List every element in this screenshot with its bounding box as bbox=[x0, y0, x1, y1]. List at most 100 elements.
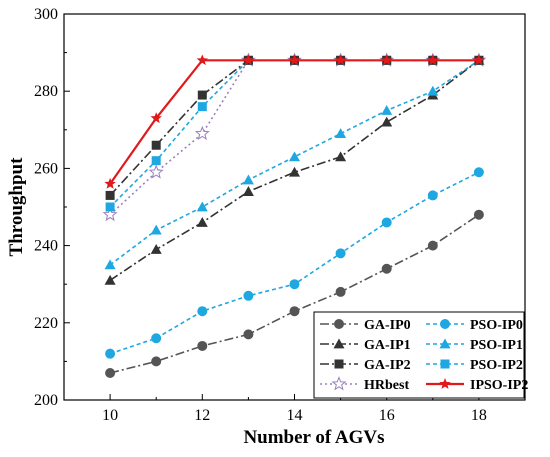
y-tick-label: 220 bbox=[34, 315, 58, 332]
data-point-ga-ip2 bbox=[151, 140, 161, 150]
y-tick-label: 240 bbox=[34, 238, 58, 255]
data-point-ga-ip2 bbox=[197, 90, 207, 100]
data-point-ga-ip1 bbox=[242, 186, 254, 196]
data-point-pso-ip2 bbox=[197, 102, 207, 112]
data-point-ga-ip0 bbox=[197, 340, 208, 351]
legend-label-pso-ip2: PSO-IP2 bbox=[470, 358, 523, 373]
legend-marker-ga-ip2 bbox=[334, 359, 344, 369]
legend-marker-pso-ip1 bbox=[439, 338, 451, 349]
legend-item-ipso-ip2: IPSO-IP2 bbox=[426, 378, 528, 393]
legend-item-pso-ip1: PSO-IP1 bbox=[426, 338, 523, 353]
data-point-ipso-ip2 bbox=[288, 54, 301, 66]
data-point-pso-ip0 bbox=[427, 190, 438, 201]
legend-item-ga-ip0: GA-IP0 bbox=[320, 318, 411, 333]
y-tick-label: 280 bbox=[34, 83, 58, 100]
legend-item-ga-ip1: GA-IP1 bbox=[320, 338, 411, 353]
x-axis-title: Number of AGVs bbox=[243, 427, 384, 448]
series-line-pso-ip1 bbox=[109, 59, 480, 266]
legend-box bbox=[313, 311, 525, 399]
legend-label-ipso-ip2: IPSO-IP2 bbox=[470, 378, 528, 393]
legend-marker-ipso-ip2 bbox=[439, 378, 451, 389]
legend-marker-pso-ip0 bbox=[440, 319, 450, 329]
data-point-ga-ip1 bbox=[381, 116, 393, 127]
data-point-ga-ip0 bbox=[427, 240, 438, 251]
data-point-ga-ip1 bbox=[196, 216, 208, 227]
data-point-pso-ip1 bbox=[335, 128, 347, 139]
legend-label-pso-ip0: PSO-IP0 bbox=[470, 318, 523, 333]
data-point-pso-ip0 bbox=[473, 167, 484, 178]
data-point-pso-ip2 bbox=[105, 202, 115, 212]
legend-marker-ga-ip1 bbox=[333, 338, 345, 349]
legend-item-pso-ip0: PSO-IP0 bbox=[426, 318, 523, 333]
data-point-ga-ip0 bbox=[335, 286, 346, 297]
data-point-pso-ip1 bbox=[104, 259, 116, 270]
series-pso-ip2 bbox=[105, 55, 484, 212]
series-ipso-ip2 bbox=[104, 54, 485, 189]
data-point-pso-ip2 bbox=[151, 156, 161, 166]
data-point-ga-ip0 bbox=[243, 329, 254, 340]
legend-label-ga-ip0: GA-IP0 bbox=[364, 318, 411, 333]
data-point-pso-ip0 bbox=[105, 348, 116, 359]
legend-label-pso-ip1: PSO-IP1 bbox=[470, 338, 523, 353]
data-point-ipso-ip2 bbox=[242, 54, 255, 66]
series-pso-ip1 bbox=[104, 54, 485, 270]
data-point-pso-ip0 bbox=[197, 306, 208, 317]
data-point-ipso-ip2 bbox=[334, 54, 347, 66]
x-tick-label: 10 bbox=[102, 407, 118, 424]
data-point-ga-ip1 bbox=[150, 243, 162, 254]
series-line-pso-ip2 bbox=[109, 59, 479, 208]
y-tick-label: 300 bbox=[34, 6, 58, 23]
data-point-pso-ip1 bbox=[196, 201, 208, 212]
data-point-ipso-ip2 bbox=[196, 54, 209, 66]
data-point-ga-ip0 bbox=[289, 306, 300, 317]
legend-label-hrbest: HRbest bbox=[364, 378, 409, 393]
y-tick-label: 200 bbox=[34, 392, 58, 409]
data-point-ga-ip0 bbox=[151, 356, 162, 367]
data-point-pso-ip0 bbox=[243, 290, 254, 301]
series-line-ga-ip1 bbox=[109, 59, 480, 282]
x-tick-label: 12 bbox=[194, 407, 210, 424]
data-point-pso-ip1 bbox=[427, 85, 439, 96]
data-point-ga-ip1 bbox=[289, 166, 300, 177]
data-point-ga-ip0 bbox=[381, 263, 392, 274]
legend-label-ga-ip1: GA-IP1 bbox=[364, 338, 411, 353]
legend-label-ga-ip2: GA-IP2 bbox=[364, 358, 411, 373]
legend-item-hrbest: HRbest bbox=[320, 376, 409, 393]
y-tick-label: 260 bbox=[34, 160, 58, 177]
data-point-ga-ip1 bbox=[335, 151, 347, 162]
data-point-ga-ip0 bbox=[105, 367, 116, 378]
series-line-ipso-ip2 bbox=[109, 59, 479, 185]
legend-item-pso-ip2: PSO-IP2 bbox=[426, 358, 523, 373]
data-point-pso-ip1 bbox=[381, 105, 393, 115]
data-point-ipso-ip2 bbox=[380, 54, 393, 66]
legend-marker-ga-ip0 bbox=[334, 319, 344, 329]
legend-item-ga-ip2: GA-IP2 bbox=[320, 358, 411, 373]
data-point-ipso-ip2 bbox=[104, 177, 116, 189]
y-axis-title: Throughput bbox=[6, 157, 27, 257]
data-point-pso-ip1 bbox=[150, 224, 162, 235]
data-point-ga-ip1 bbox=[104, 274, 116, 285]
legend-marker-pso-ip2 bbox=[440, 359, 450, 369]
data-point-pso-ip0 bbox=[335, 248, 346, 259]
data-point-ipso-ip2 bbox=[473, 54, 485, 66]
series-pso-ip0 bbox=[105, 167, 484, 359]
data-point-hrbest bbox=[102, 206, 118, 222]
data-point-pso-ip1 bbox=[289, 151, 300, 162]
series-ga-ip1 bbox=[104, 54, 485, 285]
data-point-ipso-ip2 bbox=[150, 112, 162, 124]
data-point-pso-ip0 bbox=[289, 279, 300, 290]
x-tick-label: 14 bbox=[287, 407, 303, 424]
series-ga-ip2 bbox=[105, 55, 484, 200]
data-point-ipso-ip2 bbox=[427, 54, 439, 66]
x-tick-label: 16 bbox=[379, 407, 395, 424]
data-point-ga-ip2 bbox=[105, 190, 115, 200]
series-ga-ip0 bbox=[105, 209, 484, 378]
data-point-ga-ip0 bbox=[473, 209, 484, 220]
series-line-hrbest bbox=[109, 59, 479, 216]
data-point-hrbest bbox=[148, 164, 164, 179]
x-tick-label: 18 bbox=[471, 407, 487, 424]
data-point-pso-ip0 bbox=[381, 217, 392, 228]
data-point-pso-ip1 bbox=[242, 174, 254, 185]
